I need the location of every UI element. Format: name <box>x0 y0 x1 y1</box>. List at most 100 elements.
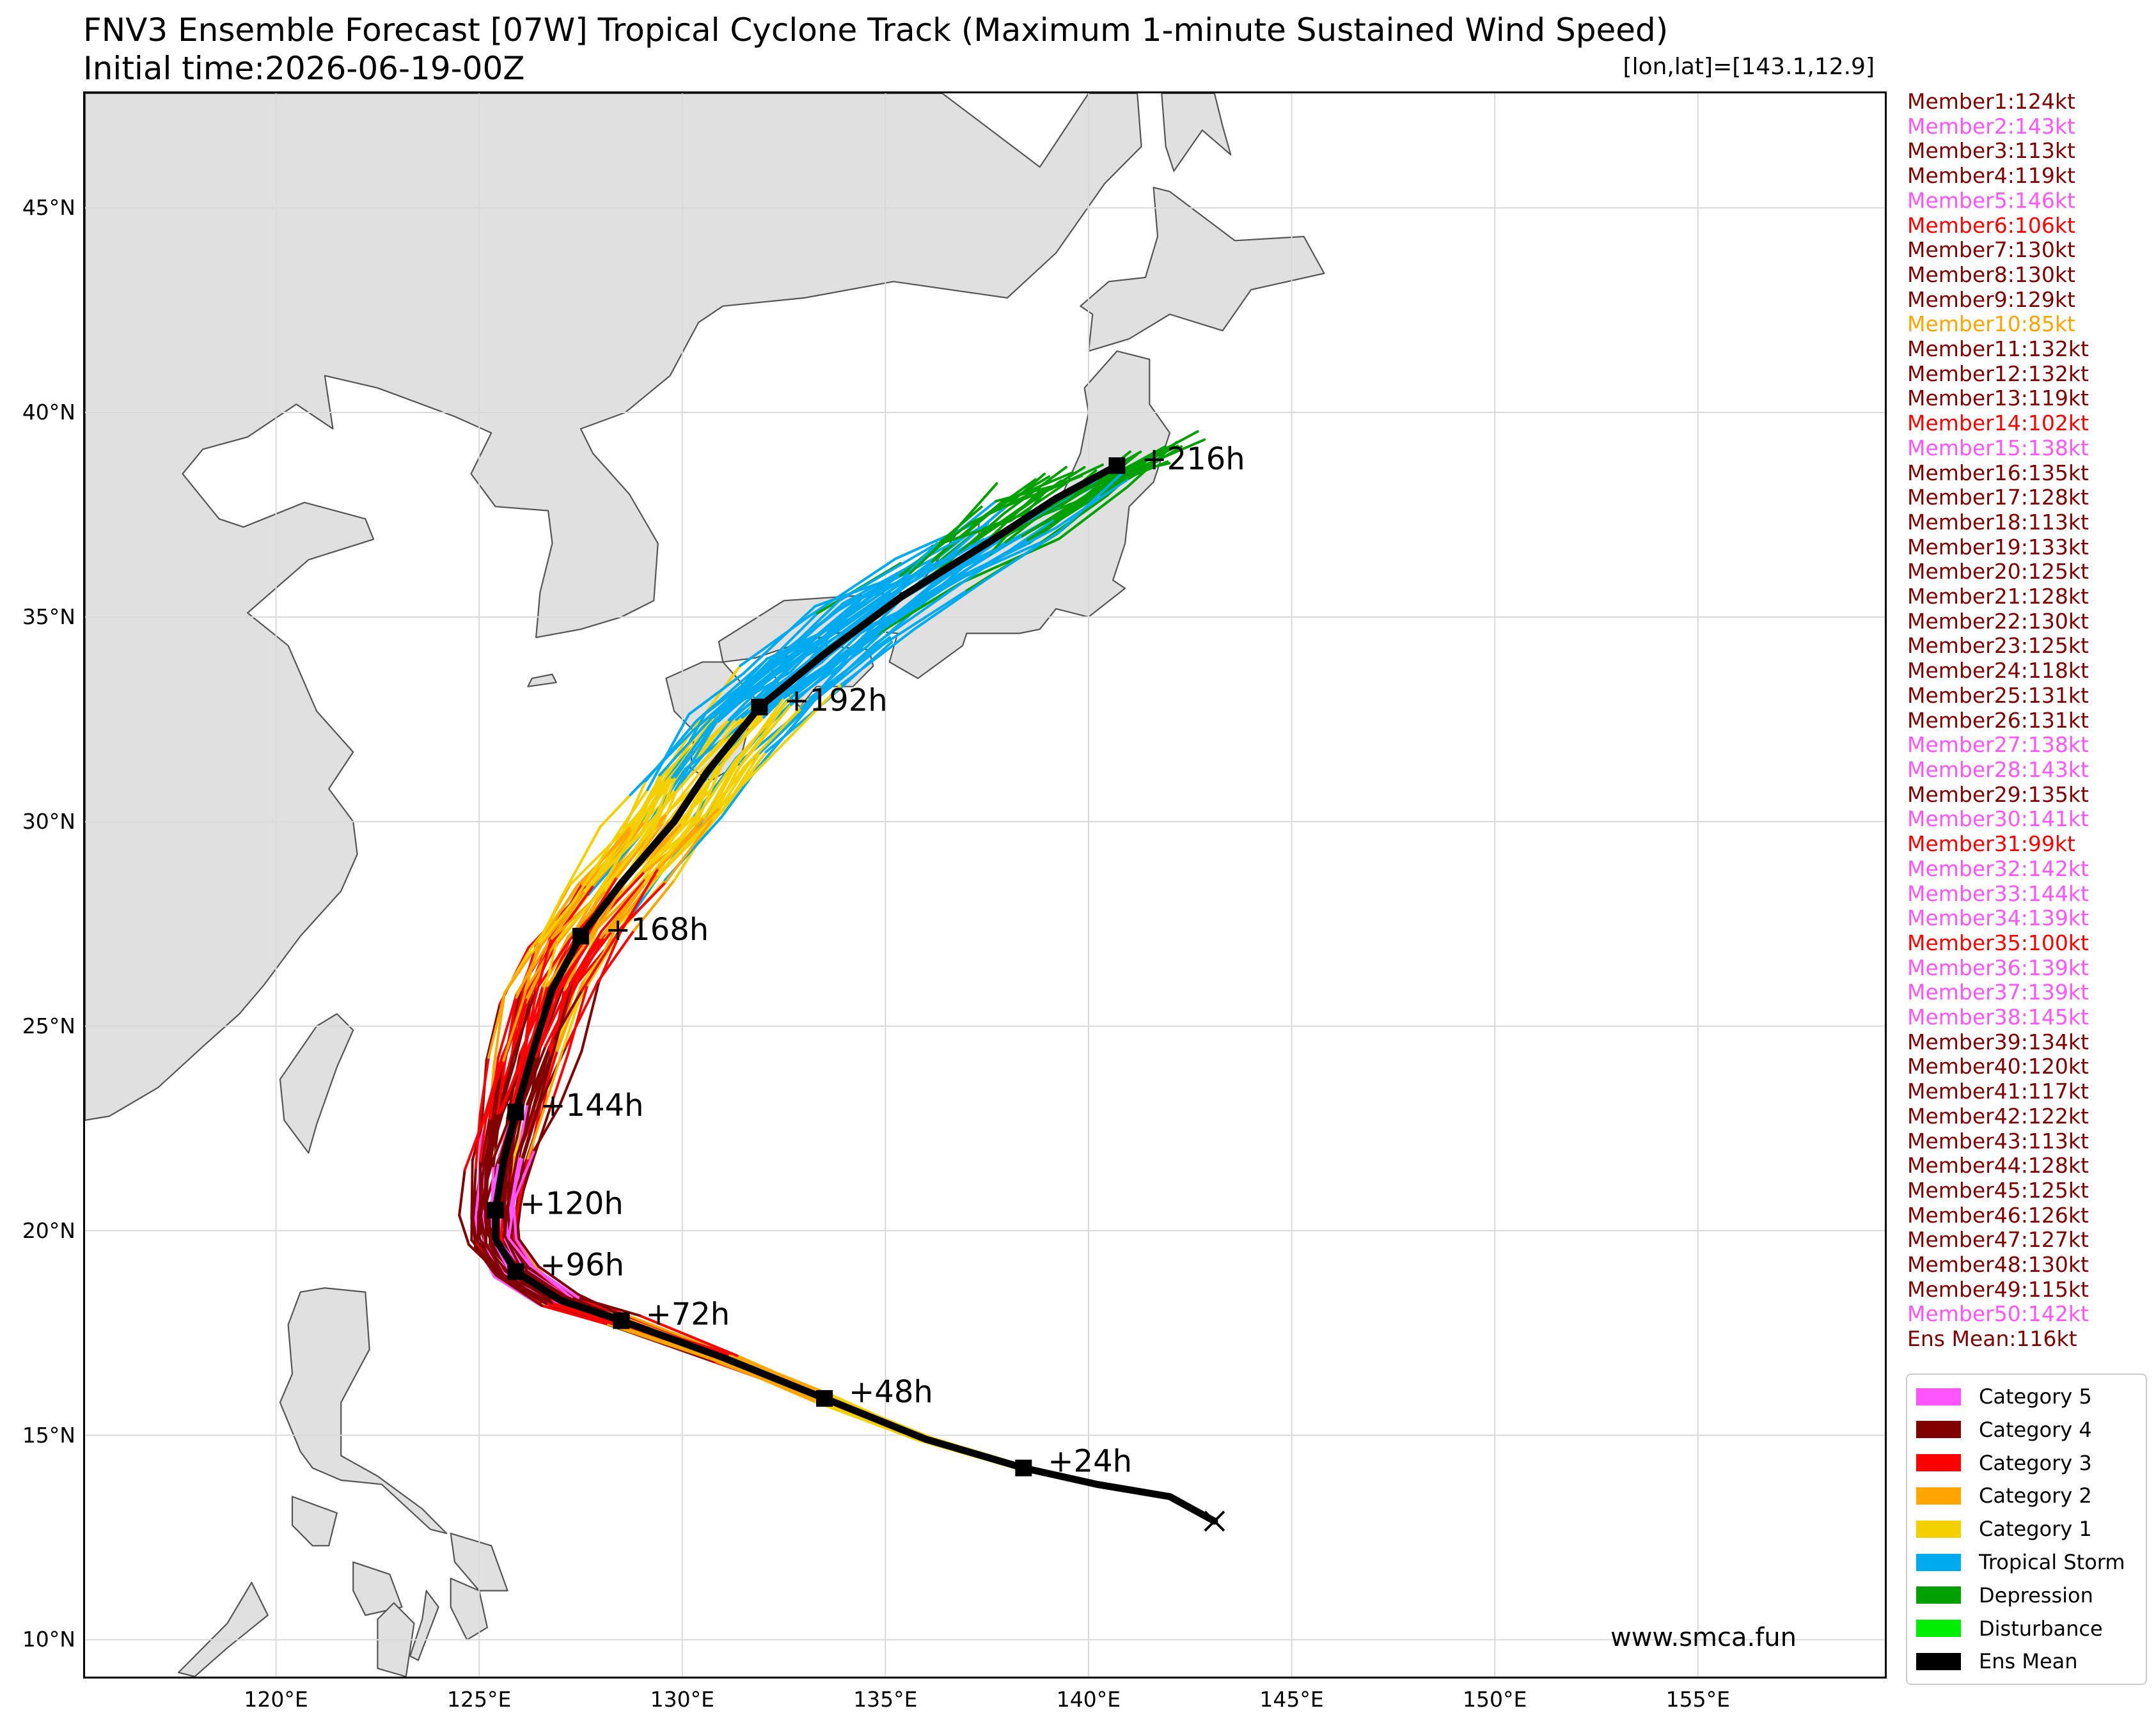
member-track-segment <box>496 1061 507 1115</box>
intensity-legend: Category 5 Category 4 Category 3 Category 2… <box>1906 1374 2147 1685</box>
map-canvas[interactable]: +24h +48h +72h +96h +120h +144h +168h +192h +216… <box>85 93 1885 1677</box>
lead-time-marker <box>507 1104 524 1121</box>
member-intensity-entry: Member34:139kt <box>1907 905 2089 931</box>
member-track-segment <box>526 1044 542 1114</box>
member-track-segment <box>934 505 1008 568</box>
member-track-segment <box>771 609 840 662</box>
member-intensity-entry: Member8:130kt <box>1907 262 2075 287</box>
member-track-segment <box>1026 491 1105 542</box>
land-layer <box>85 93 1325 1677</box>
member-track-segment <box>698 758 737 814</box>
member-intensity-entry: Member3:113kt <box>1907 138 2075 164</box>
member-track-segment <box>1009 478 1073 522</box>
member-track-segment <box>496 992 519 1060</box>
member-track-segment <box>638 811 710 875</box>
member-track-segment <box>477 1161 494 1214</box>
member-track-segment <box>703 755 741 819</box>
lat-tick-label: 25°N <box>22 1013 75 1038</box>
member-track-segment <box>789 645 858 700</box>
lead-time-label: +216h <box>1141 441 1245 477</box>
member-track-segment <box>1128 445 1183 480</box>
member-track-segment <box>474 1113 482 1169</box>
member-track-segment <box>478 1119 487 1162</box>
member-track-segment <box>485 1003 501 1062</box>
member-intensity-entry: Member48:130kt <box>1907 1252 2089 1278</box>
land-palawan <box>178 1581 269 1677</box>
member-intensity-entry: Member4:119kt <box>1907 163 2075 189</box>
member-track-segment <box>883 589 969 645</box>
member-track-segment <box>874 584 960 645</box>
legend-label: Category 1 <box>1979 1517 2092 1542</box>
member-track-segment <box>674 701 732 779</box>
member-track-segment <box>476 1241 505 1276</box>
member-intensity-entry: Member5:146kt <box>1907 187 2075 213</box>
member-track-segment <box>507 1237 532 1267</box>
legend-item: Category 5 <box>1916 1384 2092 1409</box>
map-plot-area[interactable]: +24h +48h +72h +96h +120h +144h +168h +192h +216… <box>83 91 1887 1679</box>
member-track-segment <box>742 605 817 675</box>
member-track-segment <box>471 1166 477 1222</box>
lead-time-label: +24h <box>1048 1444 1132 1480</box>
member-track-segment <box>531 1107 551 1162</box>
member-track-segment <box>840 627 916 686</box>
member-track-segment <box>959 537 1061 584</box>
member-track-segment <box>540 1304 608 1326</box>
member-track-segment <box>547 982 572 1051</box>
member-intensity-entry: Member50:142kt <box>1907 1301 2089 1327</box>
member-track-segment <box>711 1356 815 1403</box>
member-track-segment <box>502 1001 524 1062</box>
member-track-segment <box>526 1045 551 1106</box>
member-track-segment <box>642 811 702 886</box>
legend-item: Ens Mean <box>1916 1648 2078 1674</box>
legend-label: Depression <box>1979 1583 2093 1608</box>
member-track-segment <box>664 817 714 884</box>
member-intensity-entry: Member15:138kt <box>1907 435 2089 460</box>
legend-label: Ens Mean <box>1979 1649 2078 1674</box>
member-track-segment <box>507 996 528 1068</box>
member-track-segment <box>769 683 844 758</box>
member-track-segment <box>621 788 649 827</box>
land-mindoro <box>291 1496 338 1547</box>
member-track-segment <box>595 820 641 898</box>
member-intensity-entry: Member33:144kt <box>1907 881 2089 906</box>
member-track-segment <box>477 1210 483 1239</box>
member-track-segment <box>639 784 684 835</box>
member-track-segment <box>993 475 1051 512</box>
member-track-segment <box>814 574 902 608</box>
member-intensity-entry: Member31:99kt <box>1907 831 2075 857</box>
lead-time-marker <box>487 1201 504 1219</box>
member-intensity-list: Member1:124kt Member2:143kt Member3:113kt M… <box>1907 89 2089 1352</box>
member-intensity-entry: Member19:133kt <box>1907 534 2089 560</box>
lead-time-marker <box>572 927 589 944</box>
member-intensity-entry: Member14:102kt <box>1907 411 2089 436</box>
member-track-segment <box>529 1264 580 1299</box>
member-intensity-entry: Member13:119kt <box>1907 386 2089 411</box>
lead-time-marker <box>751 698 768 716</box>
graticule <box>85 93 1885 1677</box>
lead-time-label: +192h <box>783 683 887 719</box>
member-track-segment <box>513 1148 536 1202</box>
member-track-segment <box>720 758 753 807</box>
member-track-segment <box>1021 488 1097 538</box>
member-track-segment <box>515 944 542 999</box>
legend-swatch <box>1916 1652 1961 1670</box>
legend-label: Disturbance <box>1979 1616 2103 1641</box>
member-track-segment <box>498 1054 526 1115</box>
lon-tick-label: 125°E <box>446 1687 512 1712</box>
member-track-segment <box>807 557 897 618</box>
legend-item: Tropical Storm <box>1916 1549 2125 1575</box>
member-intensity-entry: Ens Mean:116kt <box>1907 1326 2077 1352</box>
member-track-segment <box>484 1111 501 1166</box>
land-mainland-asia <box>85 93 1142 1122</box>
land-cebu <box>409 1590 439 1661</box>
member-track-segment <box>913 578 988 630</box>
member-track-segment <box>1123 430 1199 473</box>
member-track-segment <box>511 988 538 1059</box>
member-track-segment <box>537 1265 580 1296</box>
member-track-segment <box>922 522 989 560</box>
member-intensity-entry: Member11:132kt <box>1907 336 2089 362</box>
member-track-segment <box>689 664 742 734</box>
member-intensity-entry: Member40:120kt <box>1907 1054 2089 1079</box>
member-track-segment <box>658 726 705 777</box>
member-track-segment <box>622 779 647 832</box>
